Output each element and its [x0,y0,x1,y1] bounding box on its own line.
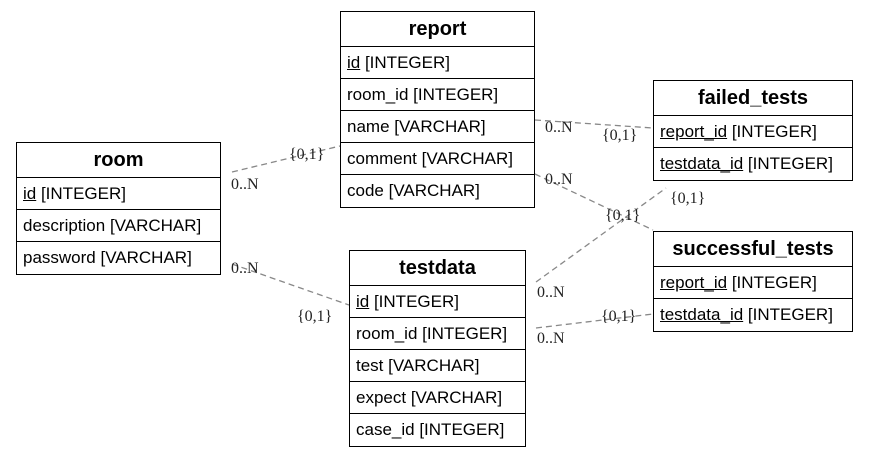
attribute-row: room_id [INTEGER] [350,318,525,350]
attribute-name: expect [356,388,407,407]
attribute-row: testdata_id [INTEGER] [654,299,852,331]
attribute-row: room_id [INTEGER] [341,79,534,111]
attribute-row: testdata_id [INTEGER] [654,148,852,180]
attribute-name: password [23,248,96,267]
attribute-type: [VARCHAR] [95,248,192,267]
primary-key-name: report_id [660,122,728,141]
primary-key-name: report_id [660,273,728,292]
primary-key-name: testdata_id [660,305,744,324]
entity-title: successful_tests [654,232,852,267]
attribute-row: expect [VARCHAR] [350,382,525,414]
attribute-name: comment [347,149,417,168]
entity-room: room id [INTEGER] description [VARCHAR] … [16,142,221,275]
attribute-type: [INTEGER] [369,292,459,311]
attribute-row: id [INTEGER] [17,178,220,210]
cardinality-report-successful-many: 0..N [545,171,573,188]
attribute-type: [VARCHAR] [383,356,480,375]
entity-failed-tests: failed_tests report_id [INTEGER] testdat… [653,80,853,181]
cardinality-testdata-failed-one: {0,1} [670,190,706,207]
attribute-type: [VARCHAR] [105,216,202,235]
attribute-type: [INTEGER] [417,324,508,343]
attribute-type: [VARCHAR] [389,117,486,136]
attribute-name: room_id [356,324,418,343]
entity-title: testdata [350,251,525,286]
attribute-type: [VARCHAR] [383,181,480,200]
edge-room-testdata [231,263,350,306]
attribute-name: description [23,216,106,235]
primary-key-name: id [347,53,361,72]
attribute-type: [INTEGER] [360,53,450,72]
entity-report: report id [INTEGER] room_id [INTEGER] na… [340,11,535,208]
attribute-row: id [INTEGER] [341,47,534,79]
attribute-type: [VARCHAR] [406,388,503,407]
attribute-row: code [VARCHAR] [341,175,534,207]
cardinality-room-testdata-many: 0..N [231,260,259,277]
attribute-row: test [VARCHAR] [350,350,525,382]
edge-testdata-failed-tests [535,187,667,283]
attribute-name: case_id [356,420,415,439]
attribute-type: [INTEGER] [743,305,833,324]
cardinality-testdata-successful-one: {0,1} [601,308,637,325]
cardinality-report-successful-one: {0,1} [605,207,641,224]
entity-title: failed_tests [654,81,852,116]
cardinality-testdata-failed-many: 0..N [537,284,565,301]
attribute-name: room_id [347,85,409,104]
entity-testdata: testdata id [INTEGER] room_id [INTEGER] … [349,250,526,447]
primary-key-name: id [356,292,370,311]
attribute-name: code [347,181,384,200]
attribute-row: case_id [INTEGER] [350,414,525,446]
entity-title: room [17,143,220,178]
primary-key-name: testdata_id [660,154,744,173]
cardinality-room-report-many: 0..N [231,176,259,193]
entity-title: report [341,12,534,47]
attribute-type: [INTEGER] [408,85,499,104]
attribute-name: name [347,117,390,136]
attribute-row: name [VARCHAR] [341,111,534,143]
entity-successful-tests: successful_tests report_id [INTEGER] tes… [653,231,853,332]
attribute-name: test [356,356,384,375]
attribute-row: password [VARCHAR] [17,242,220,274]
edge-room-report [231,145,341,173]
cardinality-testdata-successful-many: 0..N [537,330,565,347]
primary-key-name: id [23,184,37,203]
attribute-row: comment [VARCHAR] [341,143,534,175]
attribute-row: id [INTEGER] [350,286,525,318]
attribute-type: [VARCHAR] [416,149,513,168]
cardinality-room-report-one: {0,1} [289,146,325,163]
attribute-type: [INTEGER] [414,420,505,439]
cardinality-report-failed-many: 0..N [545,119,573,136]
attribute-row: report_id [INTEGER] [654,267,852,299]
attribute-type: [INTEGER] [727,122,817,141]
cardinality-room-testdata-one: {0,1} [297,308,333,325]
attribute-type: [INTEGER] [727,273,817,292]
cardinality-report-failed-one: {0,1} [602,127,638,144]
attribute-row: report_id [INTEGER] [654,116,852,148]
attribute-type: [INTEGER] [36,184,126,203]
attribute-row: description [VARCHAR] [17,210,220,242]
edge-report-successful-tests [534,173,654,231]
attribute-type: [INTEGER] [743,154,833,173]
